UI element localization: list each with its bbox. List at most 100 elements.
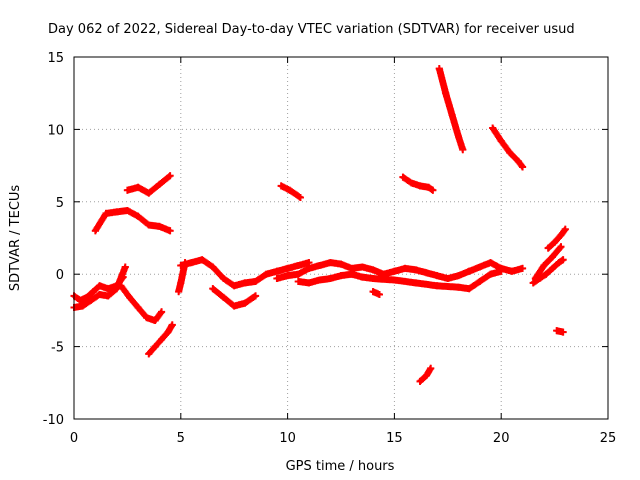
- data-point: [273, 275, 281, 283]
- data-point: [412, 279, 420, 287]
- data-marker-trace: [369, 288, 383, 298]
- data-point: [476, 277, 484, 285]
- data-point: [561, 225, 569, 233]
- data-point: [390, 276, 398, 284]
- data-point: [544, 244, 552, 252]
- data-point: [369, 288, 377, 296]
- series-arc-8: [177, 256, 313, 290]
- data-point: [487, 259, 495, 267]
- series-arc-13: [369, 288, 383, 298]
- series-arc-19: [531, 243, 565, 283]
- data-point: [145, 221, 153, 229]
- y-tick-label: 10: [47, 123, 64, 138]
- y-axis-label: SDTVAR / TECUs: [8, 185, 23, 292]
- data-point: [198, 256, 206, 264]
- data-point: [448, 111, 456, 119]
- data-point: [96, 282, 104, 290]
- data-point: [277, 182, 285, 190]
- data-point: [155, 222, 163, 230]
- data-point: [548, 253, 556, 261]
- series-arc-11: [294, 267, 505, 293]
- y-tick-label: 0: [56, 268, 64, 283]
- data-point: [305, 279, 313, 287]
- data-point: [429, 186, 437, 194]
- data-point: [113, 208, 121, 216]
- data-point: [412, 266, 420, 274]
- data-point: [220, 275, 228, 283]
- data-point: [273, 267, 281, 275]
- data-point: [168, 321, 176, 329]
- data-point: [422, 372, 430, 380]
- y-tick-label: -10: [43, 413, 64, 428]
- data-point: [422, 269, 430, 277]
- data-point: [454, 133, 462, 141]
- data-point: [465, 267, 473, 275]
- data-point: [559, 328, 567, 336]
- data-marker-trace: [91, 207, 174, 235]
- data-point: [454, 272, 462, 280]
- series-arc-14: [399, 173, 437, 194]
- data-point: [416, 377, 424, 385]
- data-point: [151, 343, 159, 351]
- series-arc-12: [277, 182, 304, 201]
- series-arc-2: [70, 263, 129, 312]
- data-point: [187, 259, 195, 267]
- data-point: [416, 182, 424, 190]
- data-point: [348, 270, 356, 278]
- data-point: [551, 238, 559, 246]
- data-point: [401, 264, 409, 272]
- series-arc-10: [273, 259, 527, 283]
- data-point: [369, 275, 377, 283]
- series-arc-18: [529, 256, 567, 287]
- series-arc-4: [123, 172, 174, 197]
- data-point: [294, 277, 302, 285]
- x-axis-label: GPS time / hours: [286, 459, 395, 474]
- data-point: [529, 279, 537, 287]
- plot-frame: [73, 56, 609, 420]
- data-point: [390, 267, 398, 275]
- series-arc-17: [416, 364, 435, 385]
- data-point: [337, 272, 345, 280]
- series-arc-16: [489, 124, 527, 171]
- series-arc-20: [544, 225, 569, 252]
- data-point: [117, 282, 125, 290]
- data-point: [326, 259, 334, 267]
- data-point: [489, 124, 497, 132]
- x-tick-label: 10: [279, 431, 296, 446]
- data-point: [454, 283, 462, 291]
- data-point: [143, 314, 151, 322]
- data-point: [252, 292, 260, 300]
- series-arc-21: [553, 327, 567, 336]
- data-point: [230, 282, 238, 290]
- series-arc-5: [117, 282, 166, 325]
- y-tick-label: 5: [56, 196, 64, 211]
- data-point: [296, 193, 304, 201]
- series-arc-15: [435, 65, 467, 154]
- data-point: [123, 206, 131, 214]
- data-point: [91, 227, 99, 235]
- x-tick-label: 20: [493, 431, 510, 446]
- data-point: [209, 285, 217, 293]
- data-point: [548, 264, 556, 272]
- data-point: [76, 296, 84, 304]
- data-point: [220, 293, 228, 301]
- data-point: [540, 262, 548, 270]
- data-point: [89, 288, 97, 296]
- data-point: [444, 275, 452, 283]
- x-tick-label: 5: [177, 431, 185, 446]
- data-point: [465, 285, 473, 293]
- data-point: [531, 275, 539, 283]
- data-point: [427, 364, 435, 372]
- data-point: [177, 262, 185, 270]
- data-point: [252, 277, 260, 285]
- data-marker-trace: [117, 282, 166, 324]
- data-point: [209, 263, 217, 271]
- data-point: [113, 285, 121, 293]
- data-point: [358, 273, 366, 281]
- data-point: [284, 264, 292, 272]
- axis-ticks: 0 5 10 15 20 25 -10 -5 0 5 10 15: [43, 51, 617, 446]
- data-point: [557, 243, 565, 251]
- data-point: [375, 290, 383, 298]
- data-point: [442, 89, 450, 97]
- data-point: [305, 264, 313, 272]
